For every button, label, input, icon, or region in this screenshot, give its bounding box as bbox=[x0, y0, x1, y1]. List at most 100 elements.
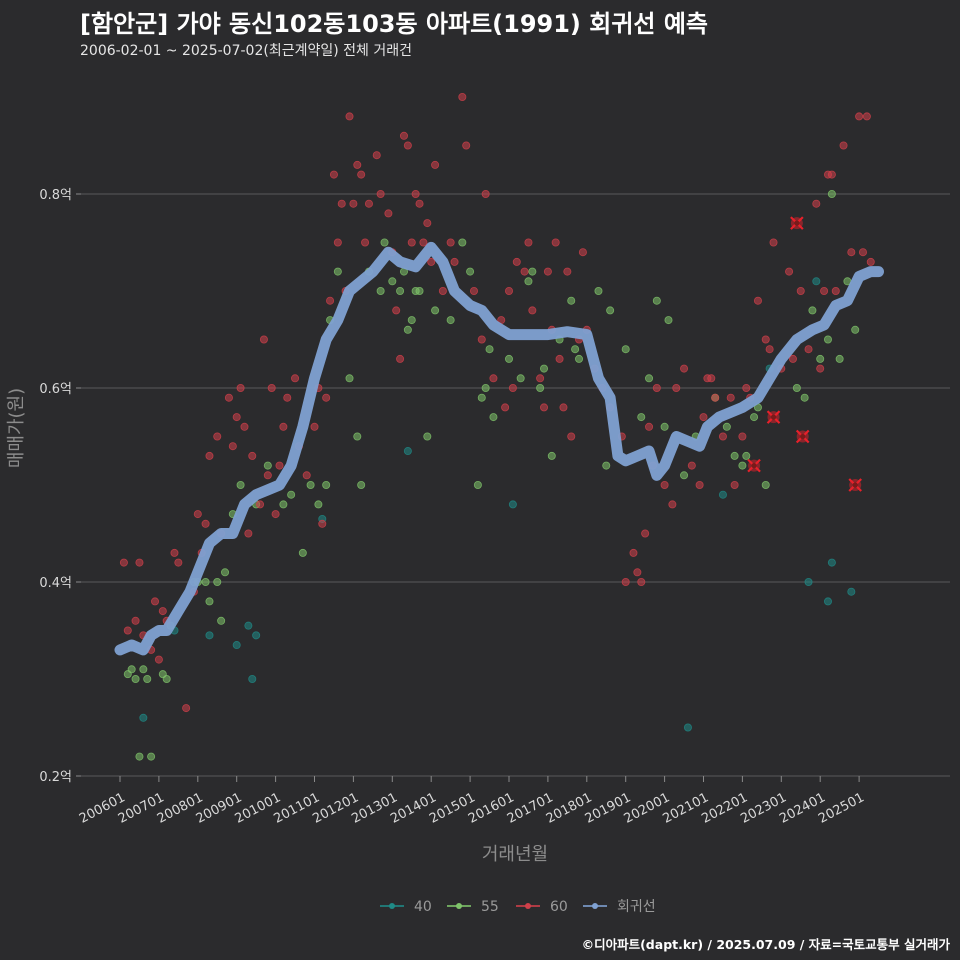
data-point-60 bbox=[827, 170, 836, 179]
data-point-55 bbox=[388, 277, 397, 286]
data-point-60 bbox=[695, 480, 704, 489]
data-point-55 bbox=[547, 451, 556, 460]
data-point-60 bbox=[302, 471, 311, 480]
data-point-55 bbox=[306, 480, 315, 489]
data-point-55 bbox=[504, 354, 513, 363]
highlight-point-core bbox=[800, 433, 806, 440]
data-point-55 bbox=[217, 616, 226, 625]
data-point-55 bbox=[761, 480, 770, 489]
data-point-55 bbox=[357, 480, 366, 489]
data-point-60 bbox=[528, 306, 537, 315]
data-point-55 bbox=[594, 286, 603, 295]
data-point-40 bbox=[823, 597, 832, 606]
data-point-60 bbox=[154, 655, 163, 664]
y-axis-ticks: 0.2억 0.4억 0.6억 0.8억 bbox=[39, 188, 72, 785]
data-point-40 bbox=[827, 558, 836, 567]
highlight-point-core bbox=[794, 220, 800, 226]
data-point-55 bbox=[205, 597, 214, 606]
data-point-60 bbox=[804, 345, 813, 354]
data-point-55 bbox=[403, 325, 412, 334]
data-point-40 bbox=[683, 723, 692, 732]
data-point-60 bbox=[353, 160, 362, 169]
data-point-60 bbox=[469, 286, 478, 295]
data-point-60 bbox=[785, 267, 794, 276]
data-point-55 bbox=[575, 354, 584, 363]
chart-title: [함안군] 가야 동신102동103동 아파트(1991) 회귀선 예측 bbox=[80, 10, 709, 38]
data-point-60 bbox=[396, 354, 405, 363]
data-point-60 bbox=[427, 257, 436, 266]
data-point-55 bbox=[571, 345, 580, 354]
data-point-60 bbox=[259, 335, 268, 344]
data-point-55 bbox=[485, 345, 494, 354]
data-point-60 bbox=[357, 170, 366, 179]
data-point-60 bbox=[730, 480, 739, 489]
data-point-60 bbox=[318, 519, 327, 528]
data-point-60 bbox=[718, 432, 727, 441]
data-point-55 bbox=[567, 296, 576, 305]
data-point-55 bbox=[528, 267, 537, 276]
data-point-60 bbox=[372, 151, 381, 160]
data-point-60 bbox=[477, 335, 486, 344]
legend-marker-회귀선 bbox=[592, 903, 598, 909]
data-point-60 bbox=[866, 257, 875, 266]
data-point-60 bbox=[174, 558, 183, 567]
data-point-60 bbox=[816, 364, 825, 373]
data-point-60 bbox=[256, 500, 265, 509]
data-point-60 bbox=[158, 607, 167, 616]
data-point-55 bbox=[808, 306, 817, 315]
data-point-55 bbox=[680, 471, 689, 480]
data-point-60 bbox=[291, 374, 300, 383]
data-point-60 bbox=[462, 141, 471, 150]
data-point-40 bbox=[804, 578, 813, 587]
data-point-60 bbox=[411, 189, 420, 198]
data-point-55 bbox=[481, 383, 490, 392]
data-point-55 bbox=[322, 480, 331, 489]
data-point-55 bbox=[851, 325, 860, 334]
data-point-60 bbox=[182, 704, 191, 713]
y-tick-label: 0.2억 bbox=[39, 770, 72, 785]
data-point-60 bbox=[415, 199, 424, 208]
data-point-60 bbox=[543, 267, 552, 276]
data-point-60 bbox=[333, 238, 342, 247]
data-point-60 bbox=[248, 451, 257, 460]
data-point-60 bbox=[672, 383, 681, 392]
data-point-60 bbox=[578, 248, 587, 257]
data-point-60 bbox=[687, 461, 696, 470]
data-point-55 bbox=[143, 675, 152, 684]
data-point-55 bbox=[380, 238, 389, 247]
data-point-60 bbox=[193, 510, 202, 519]
data-point-60 bbox=[536, 374, 545, 383]
data-point-60 bbox=[123, 626, 132, 635]
data-point-60 bbox=[349, 199, 358, 208]
data-point-55 bbox=[263, 461, 272, 470]
data-point-40 bbox=[248, 675, 257, 684]
data-point-40 bbox=[812, 277, 821, 286]
data-point-55 bbox=[287, 490, 296, 499]
data-point-60 bbox=[738, 432, 747, 441]
regression-line-group bbox=[114, 241, 884, 656]
data-point-60 bbox=[753, 296, 762, 305]
highlight-point-core bbox=[770, 414, 777, 420]
y-tick-label: 0.8억 bbox=[39, 188, 72, 203]
legend-label-55: 55 bbox=[481, 899, 499, 915]
data-point-60 bbox=[135, 558, 144, 567]
data-point-60 bbox=[769, 238, 778, 247]
data-point-60 bbox=[438, 286, 447, 295]
data-point-55 bbox=[835, 354, 844, 363]
data-point-60 bbox=[446, 238, 455, 247]
data-point-60 bbox=[458, 93, 467, 102]
legend-label-40: 40 bbox=[414, 899, 432, 915]
data-point-55 bbox=[792, 383, 801, 392]
data-point-55 bbox=[353, 432, 362, 441]
data-point-60 bbox=[652, 383, 661, 392]
data-point-55 bbox=[201, 578, 210, 587]
legend-marker-55 bbox=[456, 903, 462, 909]
data-point-40 bbox=[139, 713, 148, 722]
data-point-60 bbox=[489, 374, 498, 383]
x-axis-ticks: 2006012007012008012009012010012011012012… bbox=[77, 776, 867, 827]
data-point-55 bbox=[213, 578, 222, 587]
data-point-55 bbox=[816, 354, 825, 363]
data-point-60 bbox=[131, 616, 140, 625]
data-point-60 bbox=[407, 238, 416, 247]
